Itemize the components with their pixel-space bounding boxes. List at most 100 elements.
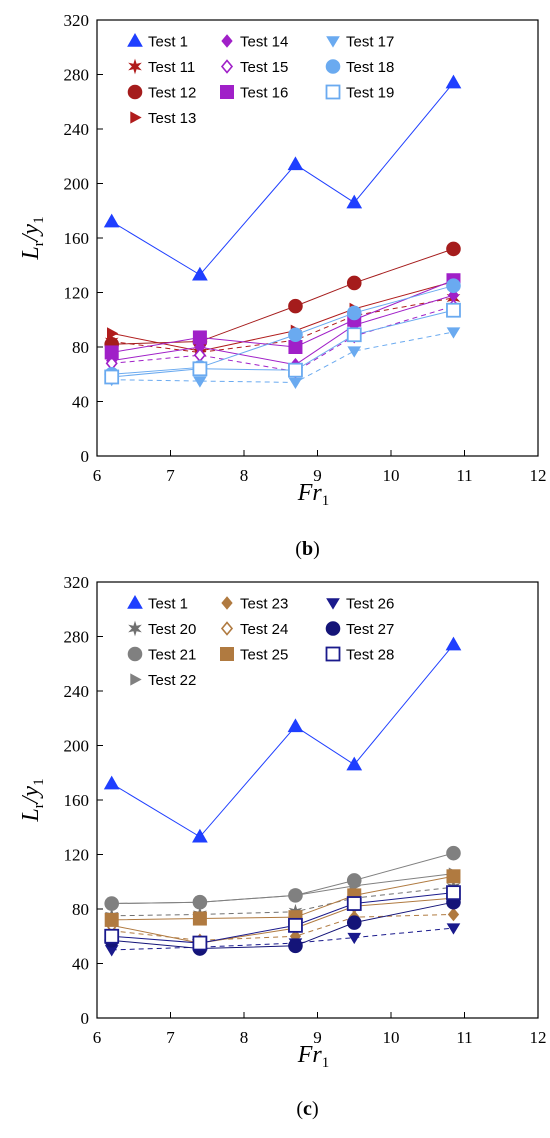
data-point [192,935,208,951]
legend-item: Test 21 [127,646,196,664]
x-axis-title: Fr1 [297,1042,330,1071]
data-point [446,302,461,318]
legend-item: Test 19 [325,84,394,102]
series-test-1 [103,636,462,843]
legend-label: Test 1 [148,596,188,613]
data-point [288,340,303,354]
data-point [288,377,303,389]
y-tick-label: 40 [72,393,89,412]
series-test-21 [104,845,461,911]
data-point [103,775,120,790]
data-point [447,907,460,922]
legend-marker [326,598,340,610]
legend-marker [325,621,341,636]
legend-item: Test 26 [326,596,394,613]
x-tick-label: 10 [383,1028,400,1047]
data-point [346,756,363,771]
y-tick-label: 240 [64,682,90,701]
legend-label: Test 1 [148,34,188,51]
data-point [346,896,362,911]
y-axis-title: Lr/y1 [18,216,47,260]
legend-marker [128,58,142,75]
panel-label: (b) [295,538,319,560]
data-point [287,156,304,171]
series-line [111,285,454,375]
legend-marker [325,84,341,100]
data-point [192,828,208,843]
legend: Test 1 Test 11 Test 12 Test 13 Test 14 Test 1… [127,32,394,127]
y-tick-label: 80 [72,900,89,919]
y-axis-title: Lr/y1 [18,778,47,822]
data-point [346,305,362,321]
data-point [288,327,303,343]
data-point [347,346,362,358]
data-point [346,275,362,291]
series-test-1 [103,74,462,281]
series-line [111,886,454,917]
legend-item: Test 20 [128,620,196,638]
x-tick-label: 6 [93,466,102,485]
legend-item: Test 1 [127,32,188,51]
y-tick-label: 160 [64,229,90,248]
legend-marker [326,36,340,48]
legend-label: Test 27 [346,621,394,638]
legend-item: Test 27 [325,621,394,638]
x-tick-label: 9 [313,466,322,485]
data-point [193,376,207,388]
series-line [111,294,454,366]
data-point [192,266,208,281]
data-point [192,330,207,345]
data-point [445,74,462,89]
legend-item: Test 16 [220,85,288,102]
data-point [195,896,207,909]
x-tick-label: 8 [240,466,249,485]
y-tick-label: 120 [64,284,90,303]
x-tick-label: 7 [166,1028,175,1047]
series-test-19 [104,302,461,385]
x-tick-label: 6 [93,1028,102,1047]
data-point [288,298,303,314]
legend-label: Test 28 [346,647,394,664]
data-point [104,912,119,927]
data-point [347,932,362,945]
x-tick-label: 8 [240,1028,249,1047]
legend-label: Test 20 [148,621,196,638]
data-point [192,361,208,377]
data-point [446,278,461,293]
legend-marker [220,621,234,636]
data-point [446,923,461,935]
data-point [104,345,119,360]
data-point [446,869,461,884]
legend-marker [325,59,341,74]
series-line [111,873,454,905]
series-test-27 [104,894,461,956]
series-line [111,281,454,352]
data-point [288,362,303,378]
x-tick-label: 9 [313,1028,322,1047]
y-tick-label: 320 [64,11,90,30]
y-tick-label: 240 [64,120,90,139]
legend-item: Test 25 [220,647,288,664]
legend-label: Test 26 [346,596,394,613]
legend-label: Test 14 [240,34,288,51]
legend-marker [127,646,143,662]
chart-panel-c: 0 40 80 120 160 200 240 280 320 6 7 8 9 10 11 12 Fr1 Lr/y… [18,573,547,1120]
legend-label: Test 23 [240,596,288,613]
legend-marker [127,594,143,609]
data-point [446,845,461,861]
x-tick-label: 11 [456,1028,472,1047]
y-tick-label: 320 [64,573,90,592]
legend-label: Test 25 [240,647,288,664]
series-test-12 [104,241,461,352]
x-tick-label: 7 [166,466,175,485]
legend-marker [220,85,234,99]
legend-marker [127,84,143,100]
legend-item: Test 12 [127,84,196,102]
legend-marker [325,646,341,662]
y-tick-label: 40 [72,955,89,974]
data-point [103,213,120,228]
legend-label: Test 22 [148,672,196,689]
data-point [104,928,120,944]
legend-marker [220,59,234,74]
